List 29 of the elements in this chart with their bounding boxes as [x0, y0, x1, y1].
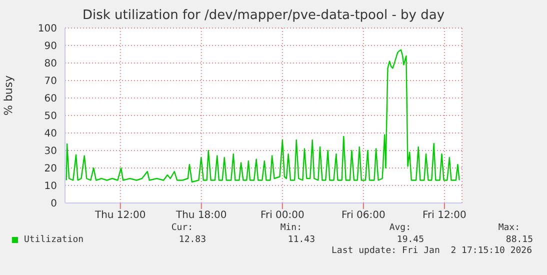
- y-tick-label: 70: [44, 76, 57, 88]
- text: 88.15: [504, 235, 533, 245]
- text: 19.45: [396, 235, 424, 245]
- y-tick-label: 50: [44, 111, 57, 122]
- y-tick-label: 20: [44, 164, 57, 175]
- x-tick-label: Fri 06:00: [341, 210, 386, 222]
- y-tick-label: 40: [44, 128, 57, 140]
- text: 11.43: [286, 235, 315, 245]
- text: Min:: [279, 223, 302, 233]
- y-tick-label: 90: [44, 41, 57, 52]
- y-tick-label: 30: [44, 146, 57, 158]
- y-axis-title: % busy: [2, 74, 15, 116]
- x-tick-label: Fri 12:00: [422, 210, 466, 222]
- x-tick-label: Fri 00:00: [260, 210, 304, 222]
- y-tick-label: 10: [44, 181, 57, 192]
- legend-label: Utilization: [24, 235, 84, 245]
- x-tick-label: Thu 18:00: [174, 210, 227, 222]
- y-tick-label: 60: [44, 94, 57, 105]
- chart-title: Disk utilization for /dev/mapper/pve-data-tpool - by day: [81, 8, 446, 23]
- text: Cur:: [170, 223, 193, 233]
- y-tick-label: 80: [44, 58, 57, 70]
- line-series: [66, 49, 460, 183]
- y-tick-label: 100: [38, 24, 57, 35]
- y-tick-label: 0: [50, 198, 57, 210]
- text: 12.83: [178, 235, 206, 245]
- text: Last update: Fri Jan 2 17:15:10 2026: [332, 246, 532, 256]
- x-tick-label: Thu 12:00: [94, 210, 146, 222]
- text: Avg:: [388, 223, 411, 233]
- text: Max:: [497, 223, 520, 233]
